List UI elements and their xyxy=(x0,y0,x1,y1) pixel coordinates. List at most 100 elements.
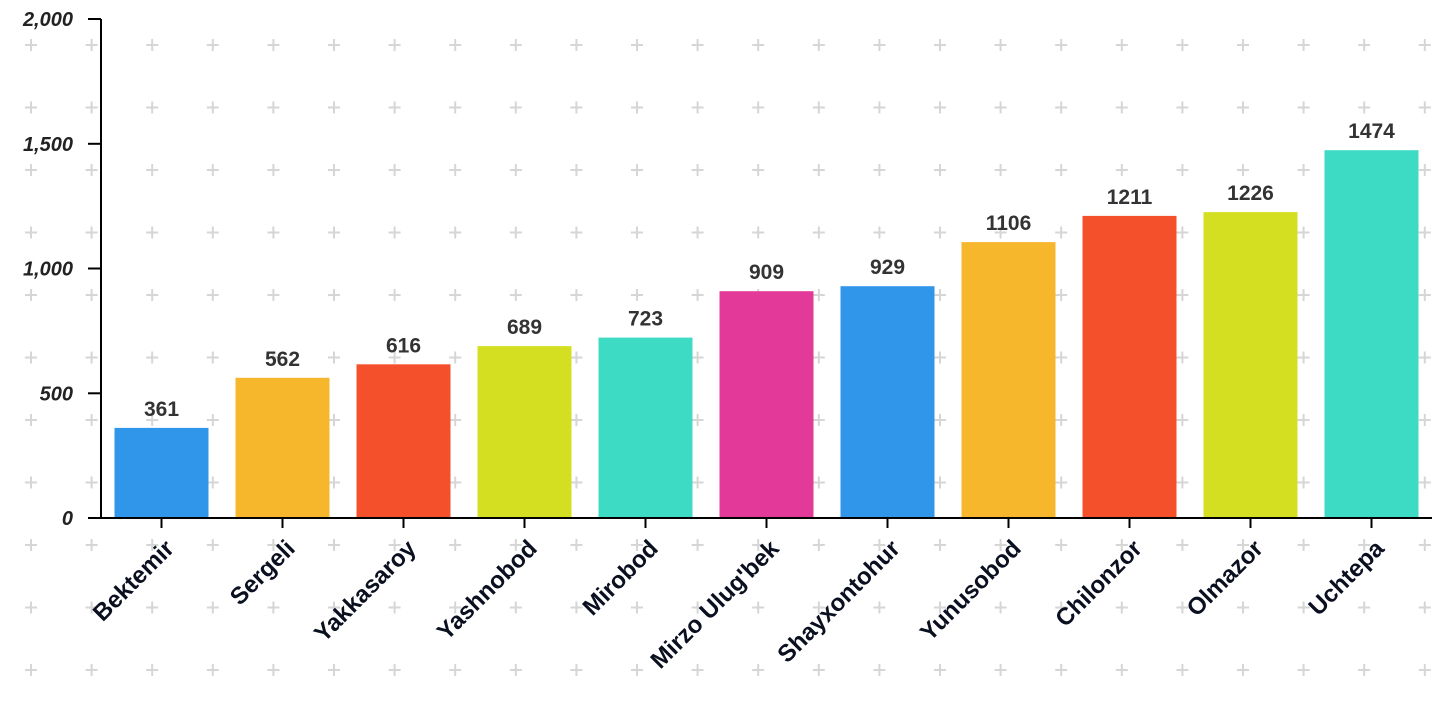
grid-plus-marker xyxy=(509,39,522,51)
grid-plus-marker xyxy=(570,664,583,676)
grid-plus-marker xyxy=(1418,289,1431,301)
x-tick-label: Mirobod xyxy=(578,535,664,621)
bar-value-label: 1106 xyxy=(986,212,1032,235)
grid-plus-marker xyxy=(206,664,219,676)
grid-plus-marker xyxy=(1418,351,1431,364)
grid-plus-marker xyxy=(812,351,825,364)
grid-plus-marker xyxy=(1418,601,1431,614)
grid-plus-marker xyxy=(206,226,219,239)
x-tick-label: Shayxontohur xyxy=(772,535,905,668)
grid-plus-marker xyxy=(1055,539,1068,551)
grid-plus-marker xyxy=(570,476,583,489)
grid-plus-marker xyxy=(449,601,462,614)
grid-plus-marker xyxy=(1358,601,1371,614)
grid-plus-marker xyxy=(388,664,401,676)
grid-plus-marker xyxy=(328,539,340,551)
grid-plus-marker xyxy=(1297,289,1310,301)
grid-plus-marker xyxy=(691,539,704,551)
grid-plus-marker xyxy=(206,414,219,426)
grid-plus-marker xyxy=(449,101,462,114)
grid-plus-marker xyxy=(691,226,704,239)
grid-plus-marker xyxy=(1176,601,1189,614)
grid-plus-marker xyxy=(146,226,159,239)
grid-plus-marker xyxy=(1055,664,1068,676)
grid-plus-marker xyxy=(25,351,37,364)
grid-plus-marker xyxy=(146,414,159,426)
grid-plus-marker xyxy=(449,539,462,551)
grid-plus-marker xyxy=(1176,164,1189,176)
grid-plus-marker xyxy=(267,164,280,176)
grid-plus-marker xyxy=(1237,164,1249,176)
x-tick-label: Sergeli xyxy=(225,535,301,611)
bar xyxy=(840,286,935,518)
bar xyxy=(114,427,209,518)
grid-plus-marker xyxy=(449,414,462,426)
grid-plus-marker xyxy=(934,101,946,114)
bar-value-label: 1474 xyxy=(1348,120,1395,143)
grid-plus-marker xyxy=(146,289,159,301)
grid-plus-marker xyxy=(146,164,159,176)
grid-plus-marker xyxy=(1358,39,1371,51)
grid-plus-marker xyxy=(812,601,825,614)
grid-plus-marker xyxy=(449,289,462,301)
grid-plus-marker xyxy=(206,351,219,364)
grid-plus-marker xyxy=(873,664,886,676)
grid-plus-marker xyxy=(146,39,159,51)
grid-plus-marker xyxy=(267,664,280,676)
grid-plus-marker xyxy=(1115,164,1128,176)
grid-plus-marker xyxy=(1418,539,1431,551)
grid-plus-marker xyxy=(752,39,765,51)
bar xyxy=(961,242,1056,518)
grid-plus-marker xyxy=(994,101,1007,114)
grid-plus-marker xyxy=(1297,101,1310,114)
y-tick-label: 0 xyxy=(62,508,73,530)
labels: 361 Bektemir 562 Sergeli 616 Yakkasaroy 689 Yas… xyxy=(22,9,1395,674)
grid-plus-marker xyxy=(1115,664,1128,676)
grid-plus-marker xyxy=(1237,539,1249,551)
grid-plus-marker xyxy=(267,351,280,364)
grid-plus-marker xyxy=(1055,351,1068,364)
grid-plus-marker xyxy=(85,539,98,551)
grid-plus-marker xyxy=(509,601,522,614)
grid-plus-marker xyxy=(1055,601,1068,614)
grid-plus-marker xyxy=(25,476,37,489)
grid-plus-marker xyxy=(206,101,219,114)
bar-value-label: 909 xyxy=(749,261,784,284)
bar xyxy=(1082,215,1177,518)
grid-plus-marker xyxy=(1358,539,1371,551)
grid-plus-marker xyxy=(934,414,946,426)
grid-plus-marker xyxy=(873,39,886,51)
grid-plus-marker xyxy=(25,39,37,51)
grid-plus-marker xyxy=(267,101,280,114)
grid-plus-marker xyxy=(873,601,886,614)
grid-plus-marker xyxy=(328,664,340,676)
grid-plus-marker xyxy=(691,101,704,114)
grid-plus-marker xyxy=(812,539,825,551)
grid-plus-marker xyxy=(1176,289,1189,301)
grid-plus-marker xyxy=(388,226,401,239)
grid-plus-marker xyxy=(631,226,643,239)
grid-plus-marker xyxy=(388,289,401,301)
grid-plus-marker xyxy=(449,664,462,676)
grid-plus-marker xyxy=(934,226,946,239)
grid-plus-marker xyxy=(1055,101,1068,114)
grid-plus-marker xyxy=(752,539,765,551)
grid-plus-marker xyxy=(146,539,159,551)
grid-plus-marker xyxy=(1297,414,1310,426)
grid-plus-marker xyxy=(1418,664,1431,676)
grid-plus-marker xyxy=(509,226,522,239)
grid-plus-marker xyxy=(146,664,159,676)
grid-plus-marker xyxy=(328,476,340,489)
grid-plus-marker xyxy=(1418,476,1431,489)
grid-plus-marker xyxy=(994,226,1007,239)
grid-plus-marker xyxy=(812,414,825,426)
grid-plus-marker xyxy=(85,476,98,489)
bar-value-label: 1226 xyxy=(1227,182,1274,205)
grid-plus-marker xyxy=(206,39,219,51)
grid-plus-marker xyxy=(509,289,522,301)
grid-plus-marker xyxy=(25,226,37,239)
grid-plus-marker xyxy=(388,601,401,614)
grid-plus-marker xyxy=(85,164,98,176)
grid-plus-marker xyxy=(1176,226,1189,239)
